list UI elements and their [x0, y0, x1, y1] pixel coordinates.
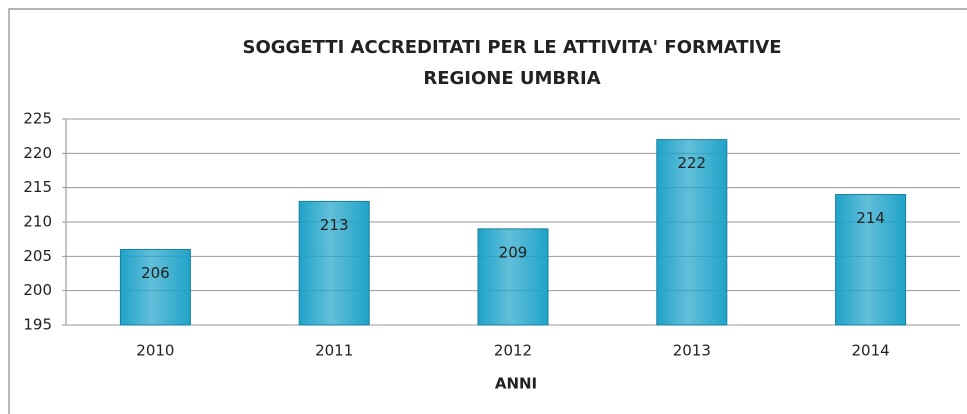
- bar: [298, 200, 370, 326]
- bar: [835, 194, 907, 326]
- x-tick-label: 2011: [315, 342, 353, 360]
- data-label: 209: [499, 243, 528, 261]
- y-tick-label: 205: [23, 247, 52, 265]
- chart-title: SOGGETTI ACCREDITATI PER LE ATTIVITA' FO…: [242, 37, 781, 58]
- x-axis-title: ANNI: [495, 375, 537, 393]
- bar: [119, 248, 191, 326]
- data-label: 214: [856, 209, 885, 227]
- chart-title: REGIONE UMBRIA: [423, 68, 600, 89]
- y-tick-label: 220: [23, 144, 52, 162]
- y-tick-label: 210: [23, 213, 52, 231]
- x-tick-label: 2013: [673, 342, 711, 360]
- data-label: 222: [677, 154, 706, 172]
- x-tick-label: 2014: [852, 342, 890, 360]
- x-tick-label: 2010: [136, 342, 174, 360]
- y-tick-label: 225: [23, 110, 52, 128]
- y-tick-label: 215: [23, 178, 52, 196]
- y-tick-label: 200: [23, 281, 52, 299]
- frame: [8, 8, 967, 414]
- x-tick-label: 2012: [494, 342, 532, 360]
- bar: [656, 139, 728, 326]
- data-label: 213: [320, 216, 349, 234]
- y-tick-label: 195: [23, 316, 52, 334]
- data-label: 206: [141, 264, 170, 282]
- bar: [477, 228, 549, 326]
